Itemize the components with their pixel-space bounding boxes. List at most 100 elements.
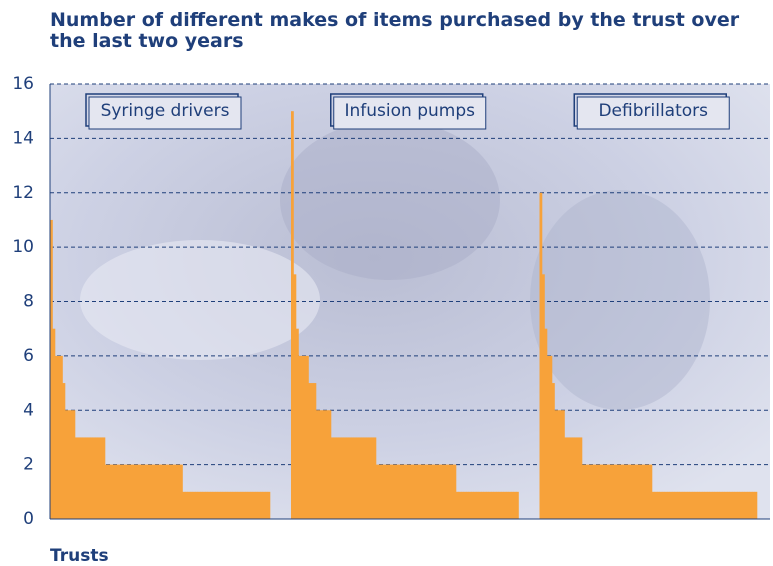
bar [627,464,630,519]
bar [682,491,685,519]
bar [637,464,640,519]
bar [50,219,53,519]
bar [418,464,422,519]
bar [242,491,246,519]
bar [612,464,615,519]
bar [67,410,71,519]
bar [614,464,618,519]
bar [316,410,319,519]
bar [175,464,178,519]
legend-box [88,96,242,130]
bar [719,491,723,519]
bar [301,355,304,519]
bar [609,464,613,519]
y-tick-label: 6 [23,346,34,366]
bar [441,464,444,519]
legend-label: Infusion pumps [345,101,476,121]
bar [592,464,595,519]
bar [232,491,236,519]
bar [165,464,168,519]
bar [714,491,718,519]
bar [170,464,173,519]
bar [220,491,223,519]
bar [245,491,248,519]
bar [82,437,86,519]
bar [257,491,261,519]
bar [411,464,414,519]
bar [298,355,302,519]
bar [617,464,620,519]
bar [376,464,379,519]
bar [303,355,307,519]
bar [709,491,713,519]
bar [654,491,658,519]
bar [255,491,258,519]
bar [749,491,753,519]
bar [569,437,573,519]
bar [95,437,98,519]
bar [552,383,555,519]
bar [225,491,228,519]
bar [448,464,452,519]
bar [137,464,141,519]
bar [557,410,560,519]
bar [491,491,494,519]
bar [513,491,517,519]
bar [398,464,402,519]
bar [217,491,221,519]
bar [421,464,424,519]
bar [461,491,464,519]
bar [458,491,462,519]
bar [704,491,708,519]
bar [115,464,118,519]
y-tick-label: 2 [23,455,34,475]
bar [162,464,166,519]
bar [132,464,136,519]
bar [75,437,78,519]
bar [712,491,715,519]
bar [599,464,603,519]
bar [579,437,583,519]
bar [331,437,334,519]
legend-box [333,96,487,130]
bar [107,464,111,519]
bar [582,464,585,519]
bar [577,437,580,519]
bar [346,437,349,519]
bar [431,464,434,519]
bar [117,464,121,519]
bar [689,491,693,519]
y-tick-label: 8 [23,292,34,312]
bar [674,491,678,519]
photo-shade [280,120,500,280]
bar [200,491,203,519]
photo-shade [80,240,320,360]
bar [667,491,670,519]
bar [65,410,68,519]
bar [160,464,163,519]
bar [662,491,665,519]
bar [311,383,314,519]
bar [463,491,467,519]
legend-label: Defibrillators [598,101,708,121]
bar [260,491,263,519]
bar [85,437,88,519]
bar [679,491,683,519]
bar [230,491,233,519]
bar [222,491,226,519]
bar [471,491,474,519]
bar [408,464,412,519]
bar [197,491,201,519]
bar [336,437,339,519]
bar [237,491,241,519]
bar [97,437,101,519]
y-tick-label: 16 [12,74,34,94]
bar [597,464,600,519]
bar [416,464,419,519]
bar [391,464,394,519]
bar [699,491,703,519]
bar [687,491,690,519]
bar [724,491,728,519]
bar [501,491,504,519]
y-tick-label: 14 [12,128,34,148]
